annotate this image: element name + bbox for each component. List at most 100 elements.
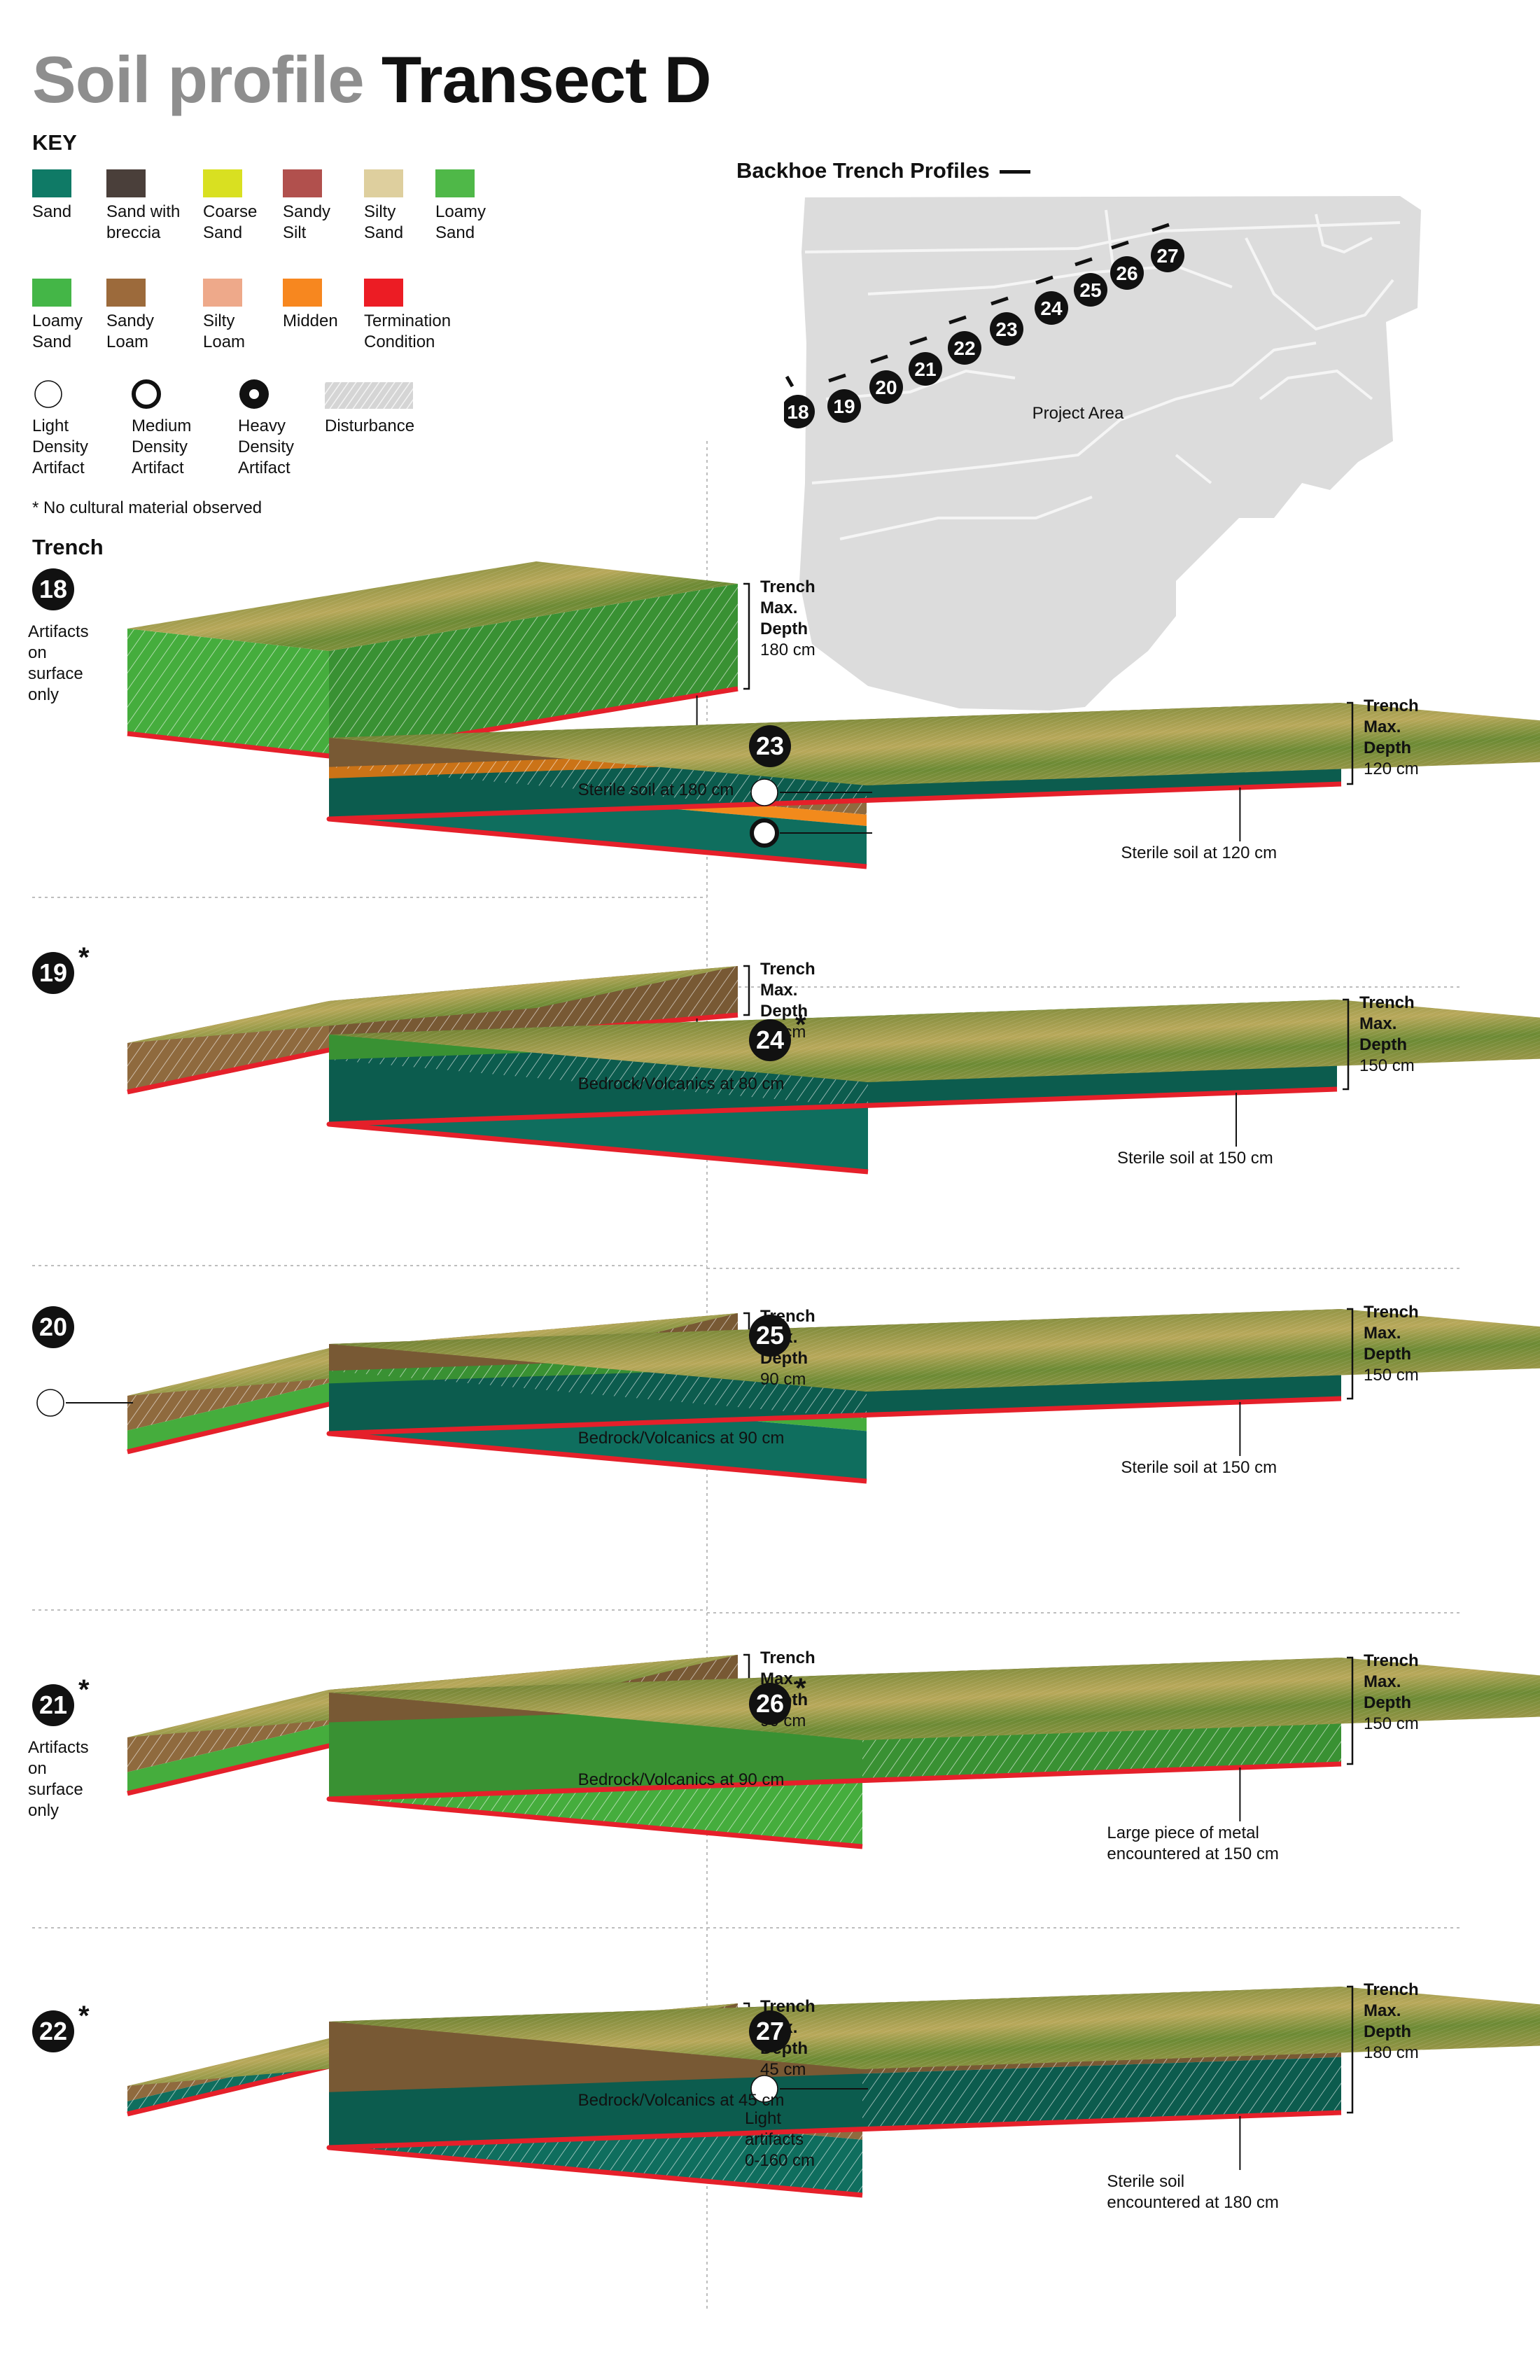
map-marker-tick bbox=[785, 375, 794, 388]
map-marker-label: 25 bbox=[1079, 279, 1101, 301]
block-top-texture bbox=[329, 703, 1540, 785]
map-marker-dot bbox=[1151, 239, 1184, 272]
trench-badge-23: 23 bbox=[749, 725, 791, 767]
depth-value: 150 cm bbox=[1359, 1056, 1415, 1075]
block-top-texture bbox=[329, 1000, 1540, 1082]
map-marker-tick bbox=[990, 296, 1009, 306]
map-marker-label: 26 bbox=[1116, 262, 1138, 284]
trench-depth-label: Trench Max. Depth 150 cm bbox=[1364, 1302, 1419, 1386]
map-marker-25: 25 bbox=[1074, 257, 1107, 307]
swatch-midden bbox=[283, 279, 322, 307]
map-marker-label: 21 bbox=[914, 358, 936, 380]
depth-label-line: Trench bbox=[1364, 1303, 1419, 1322]
swatch-label: Loamy Sand bbox=[435, 202, 486, 242]
depth-label-line: Max. bbox=[1364, 1672, 1401, 1691]
depth-label-line: Max. bbox=[760, 598, 798, 617]
map-marker-dot bbox=[827, 389, 861, 423]
artifact-label: Heavy Density Artifact bbox=[238, 416, 295, 477]
map-marker-dot bbox=[990, 312, 1023, 346]
trench-heading: Trench bbox=[32, 535, 104, 559]
swatch-sandy-loam bbox=[106, 279, 146, 307]
map-marker-19: 19 bbox=[827, 373, 861, 423]
trench-depth-label: Trench Max. Depth 150 cm bbox=[1364, 1651, 1419, 1735]
map-roads bbox=[804, 209, 1401, 540]
map-marker-tick bbox=[1111, 240, 1129, 250]
map-marker-24: 24 bbox=[1035, 275, 1068, 325]
swatch-silty-loam bbox=[203, 279, 242, 307]
depth-bracket bbox=[1347, 701, 1354, 785]
block-termination-line bbox=[326, 1761, 1342, 1849]
block-layer-left-loamy_sand bbox=[127, 1382, 329, 1452]
title-part-1: Soil profile bbox=[32, 43, 365, 116]
depth-label-line: Depth bbox=[1359, 1035, 1407, 1054]
swatch-label: Sandy Silt bbox=[283, 202, 331, 242]
trench-block-27 bbox=[326, 1985, 1540, 2198]
project-area-shape bbox=[799, 196, 1421, 710]
swatch-loamy-sand-2 bbox=[32, 279, 71, 307]
map-area-label: Project Area bbox=[1032, 404, 1124, 423]
depth-label-line: Depth bbox=[760, 620, 808, 638]
depth-value: 45 cm bbox=[760, 2060, 806, 2079]
swatch-label: Sand bbox=[32, 202, 72, 221]
trench-bottom-note: Bedrock/Volcanics at 80 cm bbox=[578, 1074, 785, 1093]
depth-value: 90 cm bbox=[760, 1370, 806, 1389]
block-termination-line bbox=[326, 1086, 1338, 1175]
swatch-label: Midden bbox=[283, 312, 338, 330]
swatch-label: Loamy Sand bbox=[32, 312, 83, 351]
trench-block-23 bbox=[326, 701, 1540, 869]
swatch-label: Sandy Loam bbox=[106, 312, 155, 351]
map-marker-label: 24 bbox=[1040, 298, 1063, 319]
depth-bracket bbox=[1347, 1308, 1354, 1400]
depth-label-line: Max. bbox=[1364, 2001, 1401, 2020]
swatch-label: Sand with breccia bbox=[106, 202, 181, 242]
map-marker-legend-dash bbox=[1000, 170, 1031, 174]
trench-block-19 bbox=[127, 965, 750, 1095]
depth-bracket bbox=[1347, 1985, 1354, 2114]
map-marker-label: 27 bbox=[1156, 245, 1178, 267]
heavy-artifact-icon bbox=[239, 379, 269, 409]
map-marker-tick bbox=[1152, 223, 1170, 232]
map-marker-20: 20 bbox=[869, 354, 903, 404]
map-marker-23: 23 bbox=[990, 296, 1023, 346]
depth-label-line: Trench bbox=[760, 1648, 816, 1667]
depth-label-line: Max. bbox=[760, 981, 798, 1000]
trench-bottom-note: Sterile soil at 120 cm bbox=[1121, 844, 1278, 862]
artifact-label: Light Density Artifact bbox=[32, 416, 89, 477]
swatch-label: Silty Sand bbox=[364, 202, 404, 242]
depth-label-line: Trench bbox=[1359, 993, 1415, 1012]
trench-side-note: Artifacts on surface only bbox=[28, 1738, 89, 1820]
trench-bottom-note: Sterile soil at 150 cm bbox=[1121, 1458, 1278, 1477]
trench-depth-label: Trench Max. Depth 150 cm bbox=[1359, 993, 1415, 1077]
page-title: Soil profile Transect D bbox=[32, 42, 711, 118]
trench-badge-24: 24 bbox=[749, 1019, 791, 1061]
project-area-map: Project Area 18 19 20 21 22 23 24 25 26 27 bbox=[784, 196, 1421, 710]
map-marker-18: 18 bbox=[784, 375, 815, 428]
swatch-label: Coarse Sand bbox=[203, 202, 258, 242]
map-marker-dot bbox=[948, 331, 981, 365]
map-marker-dot bbox=[1074, 273, 1107, 307]
depth-label-line: Trench bbox=[1364, 696, 1419, 715]
block-top-texture bbox=[329, 1309, 1540, 1392]
map-marker-26: 26 bbox=[1110, 240, 1144, 290]
block-termination-line bbox=[326, 1396, 1342, 1484]
depth-value: 150 cm bbox=[1364, 1366, 1419, 1385]
block-top-texture bbox=[127, 966, 738, 1043]
depth-label-line: Trench bbox=[760, 960, 816, 979]
trench-badge-20: 20 bbox=[32, 1306, 74, 1348]
map-marker-22: 22 bbox=[948, 315, 981, 365]
trench-badge-22: 22 bbox=[32, 2010, 74, 2052]
trench-bottom-note: Bedrock/Volcanics at 45 cm bbox=[578, 2091, 785, 2110]
map-markers: 18 19 20 21 22 23 24 25 26 27 bbox=[784, 223, 1184, 428]
depth-label-line: Trench bbox=[760, 578, 816, 596]
no-cultural-material-star: * bbox=[78, 942, 90, 973]
trench-block-24 bbox=[326, 998, 1540, 1175]
depth-bracket bbox=[1343, 998, 1350, 1091]
map-marker-tick bbox=[828, 373, 846, 383]
map-marker-dot bbox=[784, 395, 815, 428]
map-marker-label: 20 bbox=[875, 377, 897, 398]
trench-depth-label: Trench Max. Depth 120 cm bbox=[1364, 696, 1419, 780]
map-marker-dot bbox=[1035, 291, 1068, 325]
trench-bottom-note: Large piece of metal encountered at 150 … bbox=[1107, 1823, 1279, 1863]
trench-block-26 bbox=[326, 1656, 1540, 1849]
